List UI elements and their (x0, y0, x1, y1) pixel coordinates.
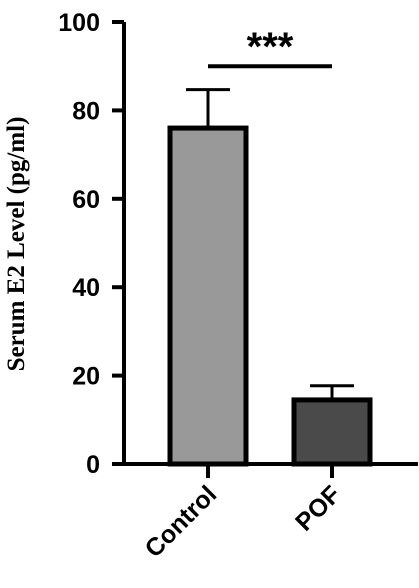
x-tick-group: Control POF (140, 464, 346, 563)
bars-group (167, 88, 373, 467)
y-tick-group: 0 20 40 60 80 100 (58, 9, 124, 479)
y-tick-label: 20 (72, 363, 100, 391)
x-axis: Control POF (122, 462, 418, 563)
y-tick-label: 80 (72, 97, 100, 125)
x-tick-label-pof: POF (290, 480, 346, 536)
y-tick-label: 60 (72, 186, 100, 214)
y-axis: 0 20 40 60 80 100 (58, 9, 126, 479)
y-tick-label: 40 (72, 274, 100, 302)
significance-stars: *** (247, 25, 294, 69)
bar-control (167, 125, 249, 467)
bar-pof (291, 397, 373, 467)
y-tick-label: 0 (86, 451, 100, 479)
significance-annotation: *** (208, 25, 332, 69)
y-tick-label: 100 (58, 9, 100, 37)
x-tick-label-control: Control (140, 480, 223, 563)
y-axis-label: Serum E2 Level (pg/ml) (3, 117, 30, 372)
